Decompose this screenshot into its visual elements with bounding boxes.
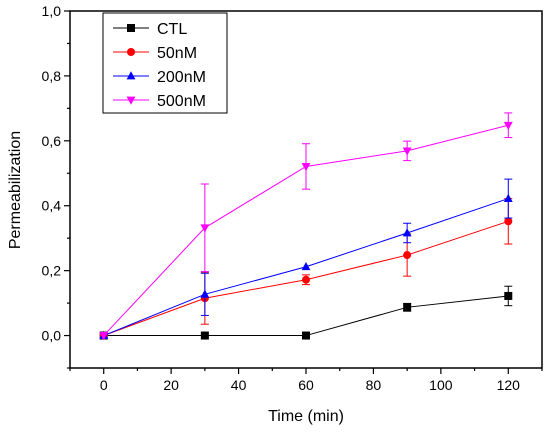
data-point (200, 331, 209, 340)
y-tick-label: 0,6 (42, 133, 62, 149)
data-point (402, 228, 412, 237)
legend-marker-50nm (127, 48, 135, 56)
legend-box (102, 12, 228, 114)
legend-label-200nm: 200nM (157, 69, 206, 86)
data-point (403, 303, 412, 312)
x-tick-label: 60 (298, 377, 314, 393)
data-point (503, 121, 513, 131)
y-tick-label: 0,4 (42, 198, 62, 214)
data-point (301, 163, 311, 172)
y-tick-label: 0,0 (42, 328, 62, 344)
data-point (504, 217, 513, 226)
axis-ticks: 0 20 40 60 80 100 120 0,0 0,2 0,4 0,6 0,8 1,0 (42, 3, 543, 393)
series-500nm (99, 112, 513, 341)
data-point (302, 275, 310, 284)
legend: CTL 50nM 200nM 500nM (102, 12, 228, 114)
data-point (503, 193, 513, 202)
data-point (402, 147, 412, 156)
data-point (301, 261, 311, 271)
data-point (200, 224, 210, 233)
y-tick-label: 0,2 (42, 263, 62, 279)
legend-label-50nm: 50nM (157, 45, 197, 62)
data-point (200, 289, 210, 298)
y-tick-label: 0,8 (42, 68, 62, 84)
data-point (504, 291, 513, 300)
x-tick-label: 80 (366, 377, 382, 393)
series-layer (99, 112, 513, 341)
y-tick-label: 1,0 (42, 3, 62, 19)
series-200nm (99, 178, 513, 339)
data-point (403, 251, 412, 260)
x-tick-label: 100 (429, 377, 453, 393)
legend-marker-ctl (127, 24, 135, 32)
x-tick-label: 0 (100, 377, 108, 393)
data-point (99, 332, 109, 341)
legend-label-500nm: 500nM (157, 93, 206, 110)
series-ctl (99, 285, 513, 340)
x-axis-title: Time (min) (268, 408, 344, 425)
legend-marker-200nm (126, 71, 136, 80)
x-tick-label: 120 (497, 377, 521, 393)
x-tick-label: 40 (231, 377, 247, 393)
y-axis-title: Permeabilization (7, 131, 24, 249)
series-line-ctl (103, 295, 509, 337)
legend-label-ctl: CTL (157, 21, 187, 38)
x-tick-label: 20 (163, 377, 179, 393)
legend-marker-500nm (126, 96, 136, 105)
data-point (302, 331, 310, 340)
